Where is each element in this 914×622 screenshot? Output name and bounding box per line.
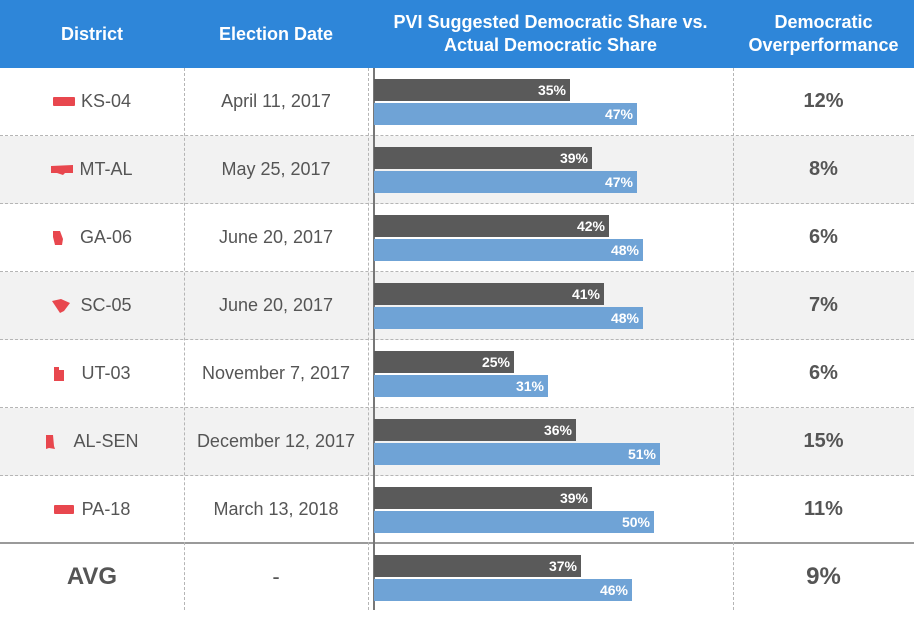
district-cell: AVG	[0, 544, 184, 610]
overperformance-value: 7%	[809, 294, 838, 316]
column-divider	[184, 68, 185, 610]
state-shape-icon	[52, 298, 71, 313]
district-cell: KS-04	[0, 68, 184, 135]
header-overperformance: Democratic Overperformance	[733, 0, 914, 68]
actual-share-bar: 46%	[374, 579, 632, 601]
district-cell: UT-03	[0, 340, 184, 407]
state-shape-icon	[52, 230, 63, 245]
pvi-share-bar: 36%	[374, 419, 576, 441]
table-row: GA-06 June 20, 2017 6%	[0, 204, 914, 272]
header-over-line1: Democratic	[774, 12, 873, 32]
header-share-line2: Actual Democratic Share	[443, 35, 658, 55]
table-row: UT-03 November 7, 2017 6%	[0, 340, 914, 408]
district-label: SC-05	[80, 295, 132, 315]
header-share-line1: PVI Suggested Democratic Share vs.	[393, 12, 708, 32]
overperformance-value: 11%	[804, 498, 843, 520]
state-shape-icon	[52, 96, 75, 106]
pvi-share-bar: 41%	[374, 283, 604, 305]
district-cell: PA-18	[0, 476, 184, 543]
election-date: April 11, 2017	[221, 91, 331, 111]
header-district: District	[60, 23, 123, 44]
pvi-share-bar: 39%	[374, 147, 592, 169]
actual-share-bar: 48%	[374, 239, 643, 261]
state-shape-icon	[46, 434, 56, 449]
pvi-share-bar: 35%	[374, 79, 570, 101]
actual-share-bar: 47%	[374, 171, 637, 193]
table-row: KS-04 April 11, 2017 12%	[0, 68, 914, 136]
election-date: December 12, 2017	[196, 431, 356, 451]
overperformance-value: 6%	[809, 226, 838, 248]
overperformance-value: 12%	[803, 90, 844, 112]
column-divider	[733, 68, 734, 610]
overperformance-value: 8%	[809, 158, 838, 180]
district-cell: AL-SEN	[0, 408, 184, 475]
pvi-share-bar: 37%	[374, 555, 581, 577]
actual-share-bar: 48%	[374, 307, 643, 329]
overperformance-value: 15%	[803, 430, 844, 452]
district-label: UT-03	[81, 363, 131, 383]
bar-axis	[373, 68, 375, 610]
pvi-share-bar: 25%	[374, 351, 514, 373]
header-over-line2: Overperformance	[748, 35, 899, 55]
header-election-date: Election Date	[218, 23, 334, 44]
table-header: District Election Date PVI Suggested Dem…	[0, 0, 914, 68]
overperformance-value: 9%	[806, 563, 841, 590]
district-cell: MT-AL	[0, 136, 184, 203]
district-label: AVG	[66, 563, 118, 590]
header-share: PVI Suggested Democratic Share vs. Actua…	[368, 0, 733, 68]
state-shape-icon	[53, 504, 74, 514]
district-cell: GA-06	[0, 204, 184, 271]
election-date: November 7, 2017	[201, 363, 351, 383]
column-divider	[368, 68, 369, 610]
election-date: May 25, 2017	[221, 159, 331, 179]
actual-share-bar: 31%	[374, 375, 548, 397]
election-date: June 20, 2017	[218, 227, 334, 247]
pvi-share-bar: 39%	[374, 487, 592, 509]
district-label: AL-SEN	[73, 431, 139, 451]
district-label: PA-18	[81, 499, 131, 519]
district-label: GA-06	[79, 227, 133, 247]
actual-share-bar: 47%	[374, 103, 637, 125]
actual-share-bar: 51%	[374, 443, 660, 465]
election-date: June 20, 2017	[218, 295, 334, 315]
pvi-share-bar: 42%	[374, 215, 609, 237]
state-shape-icon	[51, 164, 74, 175]
overperformance-value: 6%	[809, 362, 838, 384]
district-label: MT-AL	[79, 159, 133, 179]
election-date: March 13, 2018	[213, 499, 339, 519]
election-date: -	[272, 564, 280, 589]
state-shape-icon	[54, 366, 65, 381]
actual-share-bar: 50%	[374, 511, 654, 533]
district-cell: SC-05	[0, 272, 184, 339]
district-label: KS-04	[80, 91, 132, 111]
